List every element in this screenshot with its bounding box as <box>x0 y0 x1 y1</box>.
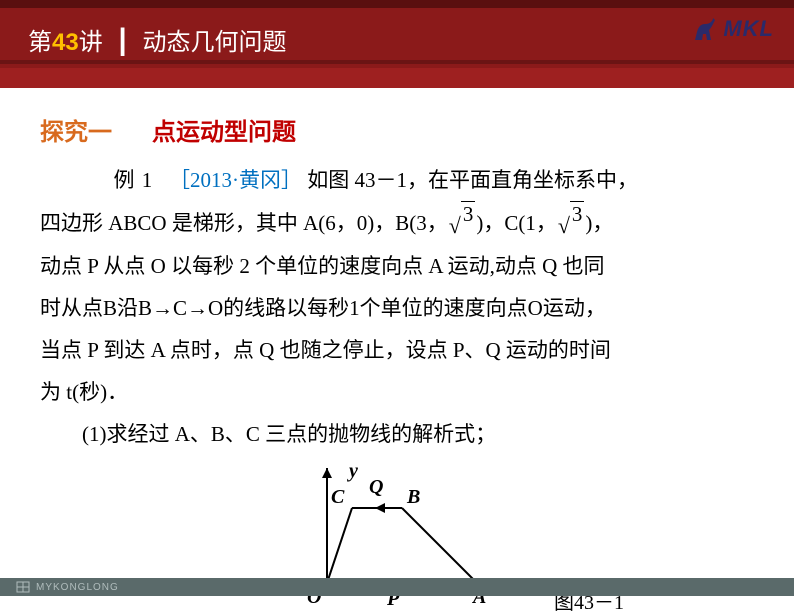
section-title-text: 点运动型问题 <box>152 119 296 146</box>
line-2: 四边形 ABCO 是梯形，其中 A(6，0)，B(3，√3)，C(1，√3)， <box>40 201 754 245</box>
problem-text: 例 1 ［2013·黄冈］ 如图 43－1，在平面直角坐标系中， 四边形 ABC… <box>40 159 754 455</box>
logo-text: MKL <box>723 16 774 42</box>
brand-logo: MKL <box>689 14 774 44</box>
lecture-topic: 动态几何问题 <box>143 29 287 56</box>
point-C: C <box>331 486 345 508</box>
header-strip-top <box>0 0 794 8</box>
question-1: (1)求经过 A、B、C 三点的抛物线的解析式； <box>40 413 754 455</box>
lecture-suffix: 讲 <box>79 29 103 56</box>
line-4: 时从点B沿B→C→O的线路以每秒1个单位的速度向点O运动， <box>40 287 754 329</box>
lecture-prefix: 第 <box>28 29 52 56</box>
text-2c: )， <box>585 211 613 235</box>
sqrt-3-a: √3 <box>449 201 476 245</box>
slide-content: 探究一 点运动型问题 例 1 ［2013·黄冈］ 如图 43－1，在平面直角坐标… <box>0 88 794 613</box>
footer-brand: MYKONGLONG <box>36 582 119 593</box>
title-divider: ┃ <box>115 29 129 56</box>
section-heading: 探究一 点运动型问题 <box>40 112 754 147</box>
example-label: 例 1 <box>114 168 154 192</box>
lecture-number: 43 <box>52 29 79 56</box>
line-5: 当点 P 到达 A 点时，点 Q 也随之停止，设点 P、Q 运动的时间 <box>40 329 754 371</box>
line-6: 为 t(秒)． <box>40 371 754 413</box>
lecture-title: 第43讲 ┃ 动态几何问题 <box>28 22 287 57</box>
sqrt-3-b: √3 <box>558 201 585 245</box>
point-B: B <box>406 486 420 508</box>
header-strip-mid <box>0 60 794 64</box>
text-2a: 四边形 ABCO 是梯形，其中 A(6，0)，B(3， <box>40 211 448 235</box>
section-label: 探究一 <box>40 119 112 146</box>
text-1a: 如图 43－1，在平面直角坐标系中， <box>307 168 638 192</box>
slide-footer: MYKONGLONG <box>0 578 794 596</box>
dinosaur-icon <box>689 14 719 44</box>
footer-icon <box>16 581 30 593</box>
header-strip-bottom <box>0 68 794 88</box>
line-1: 例 1 ［2013·黄冈］ 如图 43－1，在平面直角坐标系中， <box>40 159 754 201</box>
point-Q: Q <box>369 476 383 498</box>
text-2b: )，C(1， <box>476 211 557 235</box>
source-tag: ［2013·黄冈］ <box>169 168 302 192</box>
y-axis-label: y <box>347 460 358 482</box>
slide-header: 第43讲 ┃ 动态几何问题 MKL <box>0 0 794 88</box>
line-3: 动点 P 从点 O 以每秒 2 个单位的速度向点 A 运动,动点 Q 也同 <box>40 245 754 287</box>
